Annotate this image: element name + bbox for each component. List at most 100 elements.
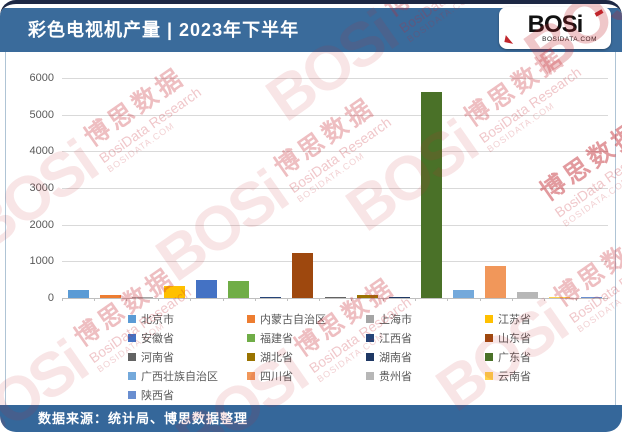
bar-江西省: [260, 297, 281, 298]
legend-item-湖南省: 湖南省: [366, 347, 485, 366]
legend-label: 山东省: [498, 332, 531, 345]
legend-swatch-icon: [366, 352, 374, 361]
legend-item-广东省: 广东省: [485, 347, 604, 366]
legend-swatch-icon: [128, 390, 136, 399]
y-tick-label: 1000: [29, 255, 54, 268]
legend-swatch-icon: [128, 314, 136, 323]
source-bar: 数据来源：统计局、博思数据整理: [0, 405, 622, 432]
legend-swatch-icon: [247, 352, 255, 361]
y-tick-label: 4000: [29, 145, 54, 158]
legend-swatch-icon: [366, 314, 374, 323]
legend-swatch-icon: [247, 333, 255, 342]
y-tick-label: 2000: [29, 218, 54, 231]
legend-swatch-icon: [485, 352, 493, 361]
bar-江苏省: [164, 286, 185, 298]
legend-label: 上海市: [379, 313, 412, 326]
y-tick-label: 0: [47, 292, 54, 304]
bar-安徽省: [196, 280, 217, 298]
gridline: [62, 261, 608, 263]
bar-湖北省: [357, 295, 378, 298]
legend-item-江苏省: 江苏省: [485, 309, 604, 328]
legend-label: 江西省: [379, 332, 412, 345]
x-tick: [319, 298, 320, 301]
x-axis-line: [62, 298, 608, 299]
legend-item-山东省: 山东省: [485, 328, 604, 347]
gridline: [62, 114, 608, 116]
gridline: [62, 224, 608, 226]
legend-label: 湖南省: [379, 351, 412, 364]
bar-河南省: [325, 297, 346, 298]
x-tick: [544, 298, 545, 301]
legend-item-内蒙古自治区: 内蒙古自治区: [247, 309, 366, 328]
legend-item-陕西省: 陕西省: [128, 385, 247, 404]
legend-label: 河南省: [141, 351, 174, 364]
legend-item-云南省: 云南省: [485, 366, 604, 385]
bosi-logo-url-text: BOSIDATA.COM: [542, 35, 597, 43]
legend-swatch-icon: [247, 314, 255, 323]
legend-label: 福建省: [260, 332, 293, 345]
legend-item-贵州省: 贵州省: [366, 366, 485, 385]
gridline: [62, 188, 608, 189]
x-tick: [480, 298, 481, 301]
y-tick-label: 3000: [29, 182, 54, 194]
plot-area: 6000 5000 4000 3000 2000 1000 0: [30, 72, 608, 304]
legend-item-四川省: 四川省: [247, 366, 366, 385]
bar-北京市: [68, 290, 89, 298]
legend-swatch-icon: [366, 333, 374, 342]
legend-label: 广西壮族自治区: [141, 370, 218, 383]
bar-内蒙古自治区: [100, 295, 121, 298]
legend-item-河南省: 河南省: [128, 347, 247, 366]
y-tick-label: 6000: [29, 72, 54, 84]
x-tick: [94, 298, 95, 301]
legend-label: 江苏省: [498, 313, 531, 326]
bar-广西壮族自治区: [453, 290, 474, 298]
header-band: 彩色电视机产量 | 2023年下半年 BOSi BOSIDATA.COM: [0, 7, 622, 52]
bar-山东省: [292, 253, 313, 298]
legend-item-福建省: 福建省: [247, 328, 366, 347]
bosi-logo: BOSi BOSIDATA.COM: [499, 7, 611, 49]
x-tick: [576, 298, 577, 301]
legend-label: 安徽省: [141, 332, 174, 345]
legend-swatch-icon: [485, 333, 493, 342]
x-tick: [447, 298, 448, 301]
y-tick-label: 5000: [29, 108, 54, 121]
chart-left-border: [5, 52, 6, 405]
legend-item-安徽省: 安徽省: [128, 328, 247, 347]
bar-福建省: [228, 281, 249, 298]
legend-label: 湖北省: [260, 351, 293, 364]
gridline: [62, 78, 608, 79]
legend-swatch-icon: [485, 314, 493, 323]
legend-swatch-icon: [128, 333, 136, 342]
bar-贵州省: [517, 292, 538, 298]
legend-swatch-icon: [128, 371, 136, 380]
bar-湖南省: [389, 297, 410, 298]
legend-swatch-icon: [247, 371, 255, 380]
legend-label: 北京市: [141, 313, 174, 326]
legend: 北京市 内蒙古自治区 上海市 江苏省安徽省 福建省 江西省 山东省河南省 湖北省 湖南省 广东省广…: [128, 309, 610, 404]
x-tick: [383, 298, 384, 301]
x-tick: [351, 298, 352, 301]
logo-red-triangle-icon: [504, 35, 515, 44]
bosi-logo-text: BOSi: [527, 10, 584, 38]
legend-label: 内蒙古自治区: [260, 313, 326, 326]
legend-item-北京市: 北京市: [128, 309, 247, 328]
legend-label: 贵州省: [379, 370, 412, 383]
legend-item-广西壮族自治区: 广西壮族自治区: [128, 366, 247, 385]
legend-item-江西省: 江西省: [366, 328, 485, 347]
x-tick: [158, 298, 159, 301]
legend-label: 陕西省: [141, 389, 174, 402]
legend-swatch-icon: [128, 352, 136, 361]
legend-swatch-icon: [485, 371, 493, 380]
x-tick: [223, 298, 224, 301]
legend-label: 云南省: [498, 370, 531, 383]
legend-item-湖北省: 湖北省: [247, 347, 366, 366]
x-tick: [512, 298, 513, 301]
bar-云南省: [549, 297, 570, 298]
legend-swatch-icon: [366, 371, 374, 380]
chart-right-border: [615, 52, 616, 405]
bar-四川省: [485, 266, 506, 298]
bar-上海市: [132, 297, 153, 298]
x-tick: [287, 298, 288, 301]
x-tick: [190, 298, 191, 301]
bar-广东省: [421, 92, 442, 298]
